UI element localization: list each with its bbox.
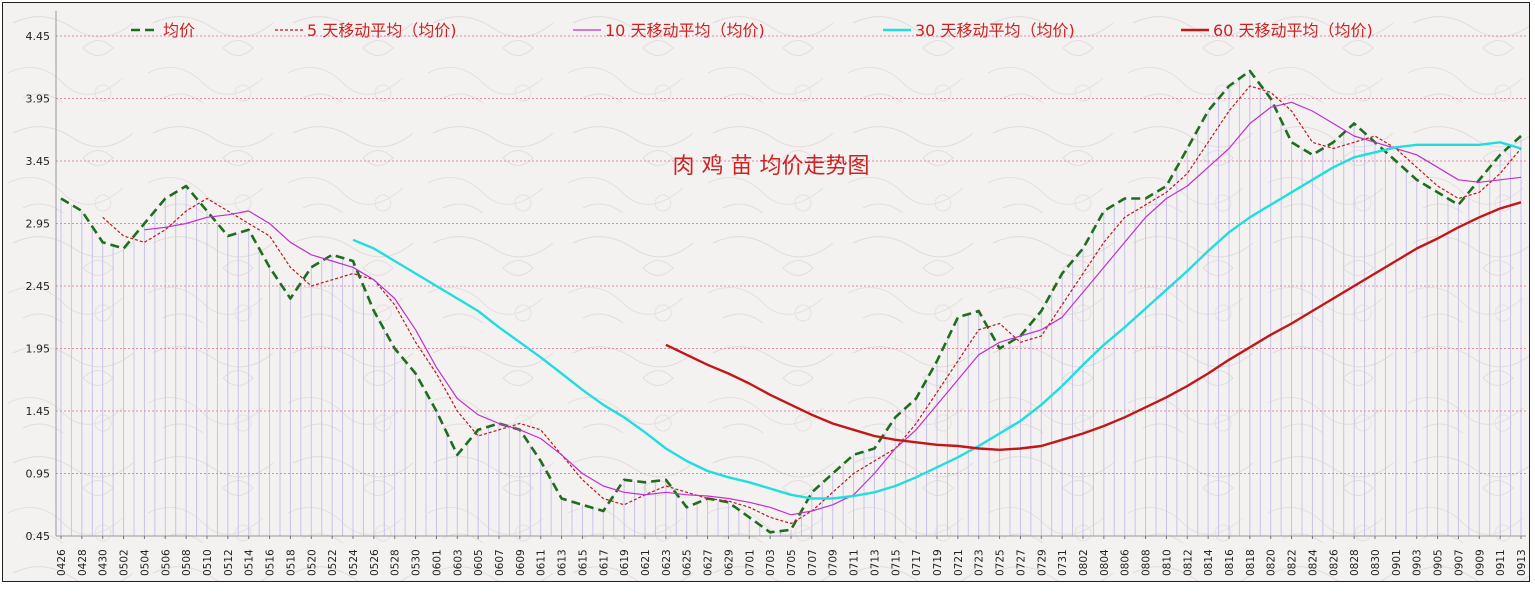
x-tick-label: 0520 <box>306 549 318 576</box>
horizontal-grid-lines <box>56 35 1526 537</box>
x-tick-label: 0623 <box>661 549 673 576</box>
x-tick-label: 0707 <box>807 549 819 576</box>
x-tick-label: 0615 <box>577 549 589 576</box>
x-tick-label: 0627 <box>703 549 715 576</box>
x-tick-label: 0516 <box>265 549 277 576</box>
x-tick-label: 0913 <box>1516 549 1528 576</box>
x-tick-label: 0830 <box>1370 549 1382 576</box>
x-tick-label: 0609 <box>515 549 527 576</box>
x-tick-label: 0905 <box>1433 549 1445 576</box>
x-tick-label: 0613 <box>557 549 569 576</box>
series-line <box>352 141 1522 500</box>
legend: 均价 5 天移动平均（均价) 10 天移动平均（均价) 30 天移动平均（均价) 60 … <box>131 21 1373 40</box>
y-tick-label: 3.45 <box>26 155 51 168</box>
x-tick-label: 0723 <box>974 549 986 576</box>
y-tick-label: 2.95 <box>26 218 51 231</box>
legend-label: 5 天移动平均（均价) <box>307 21 457 40</box>
x-tick-label: 0619 <box>619 549 631 576</box>
y-tick-label: 0.45 <box>26 530 51 543</box>
x-tick-label: 0719 <box>932 549 944 576</box>
x-tick-label: 0703 <box>765 549 777 576</box>
x-tick-label: 0428 <box>77 549 89 576</box>
x-tick-label: 0603 <box>452 549 464 576</box>
x-tick-label: 0705 <box>786 549 798 576</box>
legend-label: 60 天移动平均（均价) <box>1213 21 1373 40</box>
x-tick-label: 0907 <box>1453 549 1465 576</box>
x-tick-label: 0506 <box>160 549 172 576</box>
x-tick-label: 0804 <box>1099 549 1111 576</box>
x-tick-label: 0607 <box>494 549 506 576</box>
x-tick-label: 0512 <box>223 549 235 576</box>
x-tick-label: 0715 <box>890 549 902 576</box>
x-tick-label: 0911 <box>1495 549 1507 576</box>
moving-average-line-chart: 4.45 3.95 3.45 2.95 2.45 1.95 1.45 0.95 0.45 042… <box>3 3 1529 581</box>
x-tick-label: 0816 <box>1224 549 1236 576</box>
x-tick-label: 0828 <box>1349 549 1361 576</box>
x-tick-label: 0909 <box>1474 549 1486 576</box>
x-tick-label: 0528 <box>390 549 402 576</box>
x-tick-label: 0802 <box>1078 549 1090 576</box>
x-tick-label: 0502 <box>119 549 131 576</box>
legend-label: 均价 <box>163 21 195 40</box>
x-tick-label: 0812 <box>1182 549 1194 576</box>
x-tick-label: 0504 <box>139 549 151 576</box>
x-tick-label: 0510 <box>202 549 214 576</box>
x-tick-label: 0601 <box>431 549 443 576</box>
x-tick-label: 0709 <box>828 549 840 576</box>
x-tick-label: 0717 <box>911 549 923 576</box>
chart-frame: 4.45 3.95 3.45 2.95 2.45 1.95 1.45 0.95 0.45 042… <box>2 2 1530 582</box>
y-tick-label: 1.95 <box>26 343 51 356</box>
x-tick-label: 0430 <box>98 549 110 576</box>
y-tick-label: 3.95 <box>26 93 51 106</box>
x-tick-label: 0810 <box>1161 549 1173 576</box>
x-tick-label: 0514 <box>244 549 256 576</box>
x-tick-label: 0611 <box>536 549 548 576</box>
x-tick-label: 0814 <box>1203 549 1215 576</box>
x-tick-label: 0605 <box>473 549 485 576</box>
y-axis-tick-labels: 4.45 3.95 3.45 2.95 2.45 1.95 1.45 0.95 0.45 <box>26 30 51 543</box>
x-tick-label: 0901 <box>1391 549 1403 576</box>
x-tick-label: 0701 <box>744 549 756 576</box>
x-tick-label: 0629 <box>723 549 735 576</box>
legend-label: 10 天移动平均（均价) <box>605 21 765 40</box>
x-tick-label: 0725 <box>995 549 1007 576</box>
series-line <box>144 101 1522 516</box>
series-lines <box>60 69 1522 534</box>
x-tick-label: 0508 <box>181 549 193 576</box>
x-axis-tick-labels: 0426 0428 0430 0502 0504 0506 0508 0510 0512 0514… <box>56 536 1528 576</box>
x-tick-label: 0729 <box>1036 549 1048 576</box>
x-tick-label: 0526 <box>369 549 381 576</box>
x-tick-label: 0727 <box>1015 549 1027 576</box>
vertical-reference-lines <box>60 71 1522 536</box>
y-tick-label: 4.45 <box>26 30 51 43</box>
x-tick-label: 0713 <box>869 549 881 576</box>
x-tick-label: 0518 <box>285 549 297 576</box>
x-tick-label: 0625 <box>682 549 694 576</box>
x-tick-label: 0731 <box>1057 549 1069 576</box>
x-tick-label: 0820 <box>1266 549 1278 576</box>
chart-title: 肉 鸡 苗 均价走势图 <box>673 154 870 179</box>
series-line <box>60 69 1522 534</box>
x-tick-label: 0617 <box>598 549 610 576</box>
x-tick-label: 0824 <box>1307 549 1319 576</box>
x-tick-label: 0808 <box>1141 549 1153 576</box>
y-tick-label: 0.95 <box>26 468 51 481</box>
x-tick-label: 0806 <box>1120 549 1132 576</box>
x-tick-label: 0524 <box>348 549 360 576</box>
x-tick-label: 0426 <box>56 549 68 576</box>
y-tick-label: 1.45 <box>26 405 51 418</box>
x-tick-label: 0711 <box>849 549 861 576</box>
legend-label: 30 天移动平均（均价) <box>915 21 1075 40</box>
series-line <box>665 201 1522 451</box>
x-tick-label: 0621 <box>640 549 652 576</box>
x-tick-label: 0721 <box>953 549 965 576</box>
x-tick-label: 0530 <box>411 549 423 576</box>
x-tick-label: 0822 <box>1287 549 1299 576</box>
y-tick-label: 2.45 <box>26 280 51 293</box>
x-tick-label: 0826 <box>1328 549 1340 576</box>
x-tick-label: 0818 <box>1245 549 1257 576</box>
x-tick-label: 0522 <box>327 549 339 576</box>
x-tick-label: 0903 <box>1412 549 1424 576</box>
